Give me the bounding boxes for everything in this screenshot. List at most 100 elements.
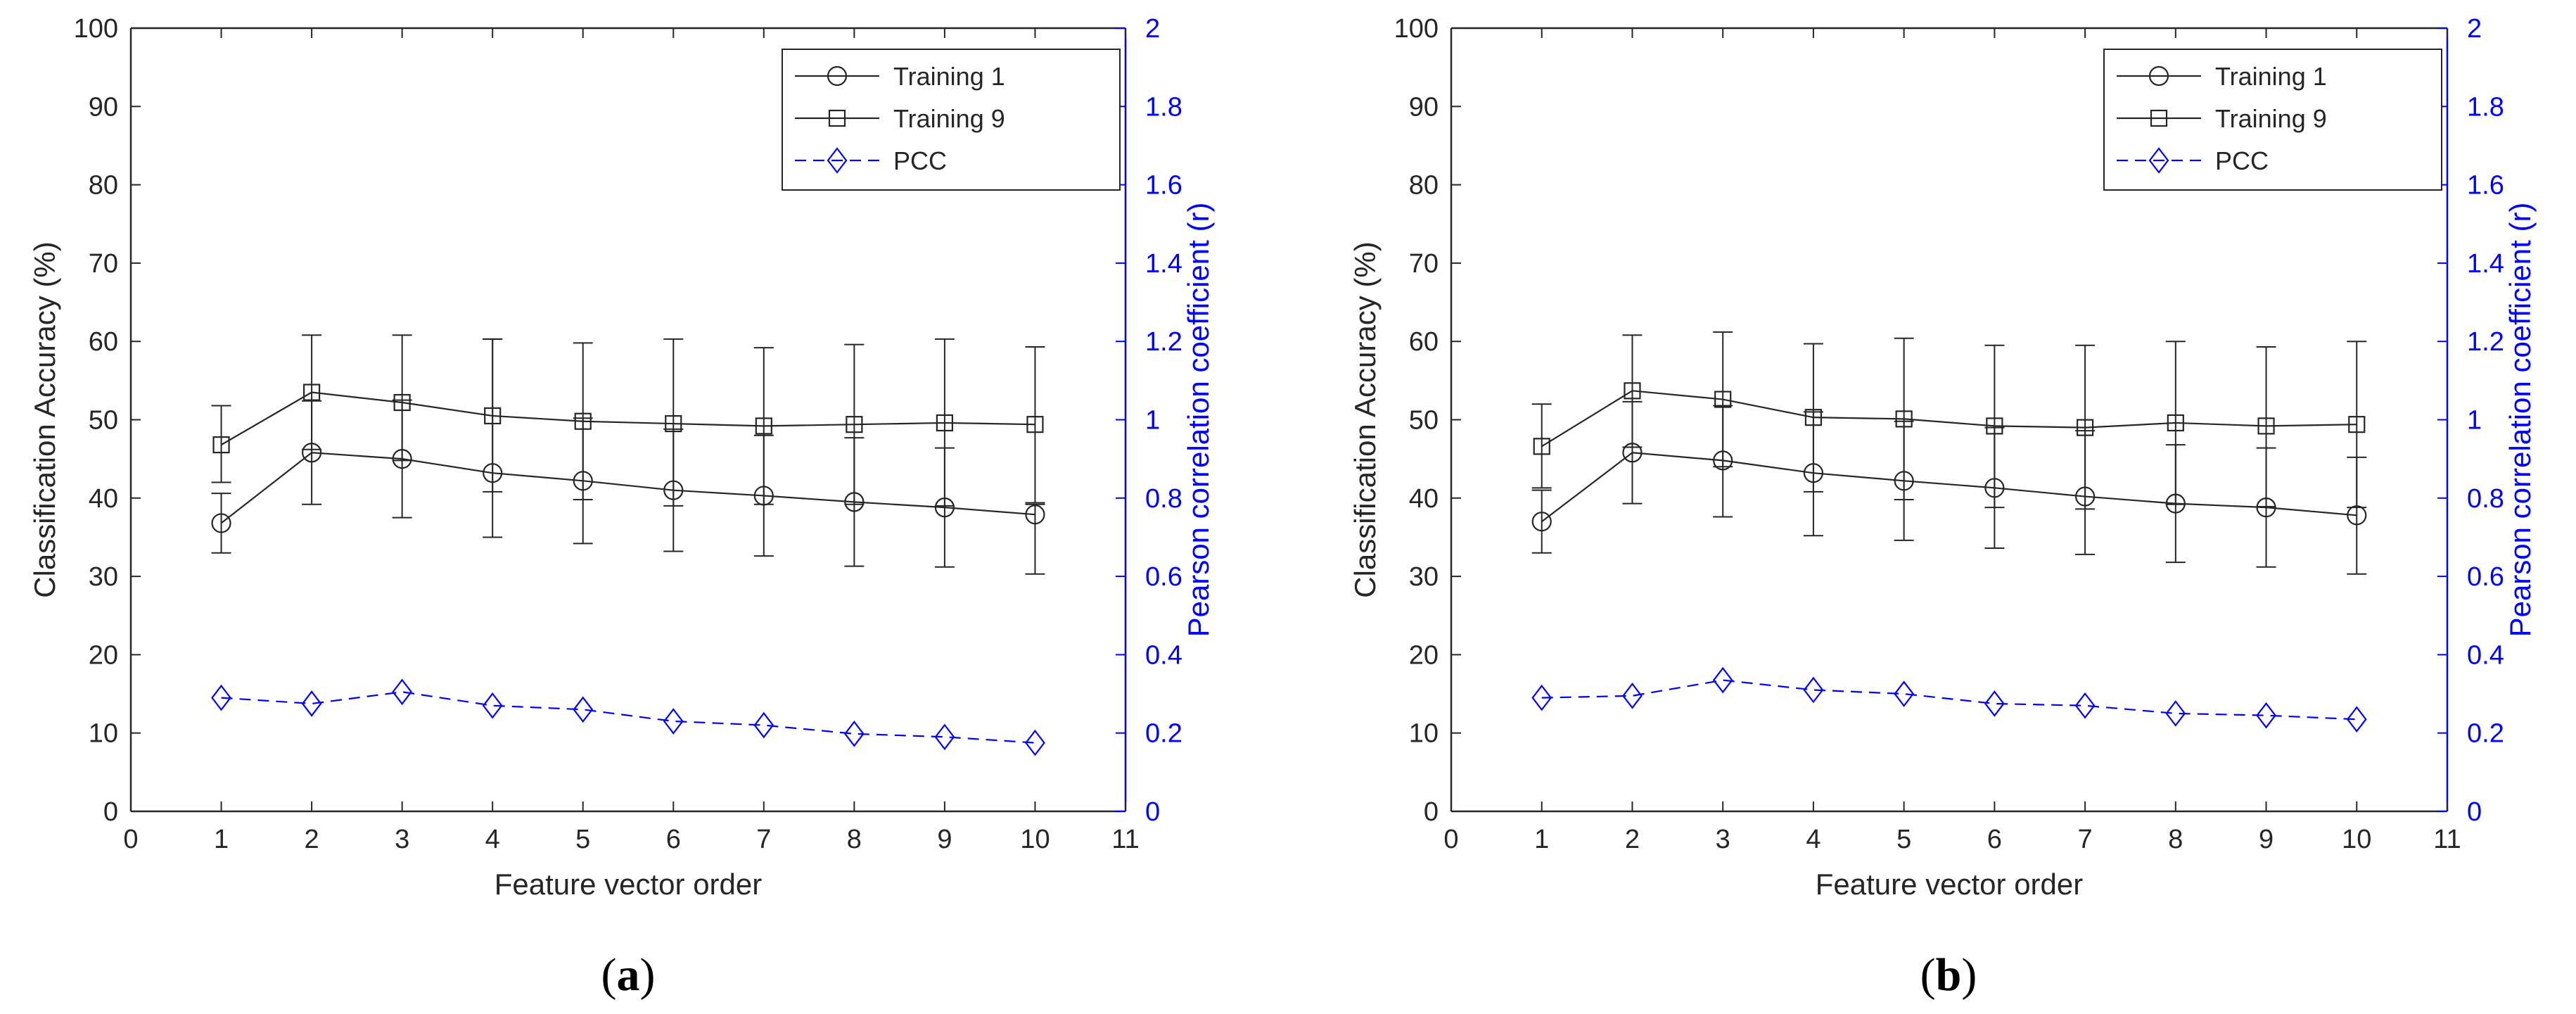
- data-point-circle: [1531, 512, 1552, 532]
- data-point-square: [1026, 416, 1044, 433]
- x-tick-label: 9: [937, 825, 952, 854]
- data-point-square: [2076, 419, 2094, 436]
- panel-label-close: ): [1961, 949, 1977, 1001]
- x-tick-label: 11: [1111, 825, 1139, 854]
- data-point-diamond: [573, 696, 594, 723]
- data-point-diamond: [2148, 147, 2169, 174]
- legend-label: Training 1: [2215, 62, 2327, 91]
- y2-tick-label: 1.4: [2467, 249, 2504, 279]
- series-training-9: [211, 334, 1045, 507]
- data-point-circle: [1025, 505, 1045, 525]
- panel-label: (b): [1920, 949, 1977, 1001]
- y-tick-label: 90: [89, 92, 118, 122]
- x-tick-label: 5: [575, 825, 590, 854]
- y2-tick-label: 1.6: [1145, 171, 1182, 201]
- series-pcc: [211, 678, 1045, 756]
- x-tick-label: 6: [1987, 825, 2002, 854]
- data-point-square: [574, 412, 592, 430]
- x-tick-label: 1: [1534, 825, 1549, 854]
- x-tick-label: 4: [485, 825, 500, 854]
- y2-tick-label: 0: [1145, 797, 1160, 827]
- data-point-square: [755, 417, 772, 435]
- data-point-square: [302, 384, 321, 401]
- y2-tick-label: 1.6: [2467, 171, 2504, 201]
- y2-tick-label: 1.2: [2467, 327, 2504, 357]
- series-training-1: [211, 338, 1045, 575]
- series-line: [220, 452, 1035, 524]
- y-tick-label: 20: [89, 640, 118, 670]
- legend: Training 1 Training 9 PCC: [2103, 49, 2442, 191]
- chart-panel-b: 0 1 2 3 4 5 6 7 8 9 10 11010203040506070809010000.2…: [1348, 14, 2537, 1001]
- x-tick-label: 5: [1896, 825, 1911, 854]
- x-tick-label: 0: [123, 825, 138, 854]
- y2-tick-label: 0.6: [2467, 562, 2504, 592]
- series-line: [221, 691, 1035, 744]
- y-tick-label: 10: [89, 719, 118, 749]
- x-tick-label: 2: [1625, 825, 1640, 854]
- data-point-diamond: [753, 711, 774, 739]
- data-point-square: [2257, 417, 2275, 435]
- legend-box: [782, 49, 1121, 191]
- series-line: [220, 391, 1035, 446]
- data-point-square: [846, 416, 863, 433]
- y-tick-label: 100: [1394, 14, 1439, 44]
- y2-tick-label: 0.4: [2467, 640, 2504, 670]
- data-point-diamond: [1894, 680, 1915, 707]
- y2-tick-label: 1.4: [1145, 249, 1182, 279]
- panel-label-open: (: [1920, 949, 1936, 1001]
- x-tick-label: 10: [2342, 825, 2371, 854]
- data-point-square: [393, 393, 411, 412]
- data-point-diamond: [1531, 684, 1552, 711]
- y-tick-label: 10: [1409, 719, 1439, 749]
- chart-panel-a: 0 1 2 3 4 5 6 7 8 9 10 11010203040506070809010000.2…: [28, 14, 1215, 1001]
- series-line: [1541, 679, 2357, 721]
- data-point-diamond: [1803, 676, 1824, 704]
- y-tick-label: 60: [89, 327, 118, 357]
- y-tick-label: 50: [89, 406, 118, 436]
- data-point-diamond: [211, 684, 231, 711]
- series-line: [1541, 452, 2357, 523]
- y-tick-label: 0: [1424, 797, 1439, 827]
- y-tick-label: 40: [89, 484, 118, 514]
- x-axis-label: Feature vector order: [495, 868, 763, 901]
- data-point-diamond: [2256, 702, 2276, 729]
- y2-tick-label: 1.8: [1145, 92, 1182, 122]
- data-point-diamond: [301, 690, 322, 717]
- y-tick-label: 20: [1409, 640, 1439, 670]
- x-tick-label: 0: [1443, 825, 1458, 854]
- legend-box: [2103, 49, 2442, 191]
- x-tick-label: 7: [2078, 825, 2093, 854]
- y-tick-label: 70: [1409, 249, 1439, 279]
- data-point-circle: [211, 513, 231, 533]
- data-point-square: [1895, 410, 1913, 428]
- y2-axis-label: Pearson correlation coefficient (r): [1182, 203, 1215, 638]
- x-tick-label: 7: [756, 825, 771, 854]
- data-point-diamond: [1622, 683, 1643, 709]
- data-point-square: [936, 414, 954, 432]
- legend-label: Training 1: [893, 62, 1005, 91]
- y-tick-label: 30: [1409, 562, 1439, 592]
- x-tick-label: 11: [2433, 825, 2461, 854]
- data-point-circle: [827, 65, 848, 87]
- x-tick-label: 9: [2259, 825, 2274, 854]
- panel-label-letter: b: [1936, 949, 1962, 1001]
- y2-axis-label: Pearson correlation coefficient (r): [2504, 203, 2537, 638]
- y-tick-label: 40: [1409, 484, 1439, 514]
- legend: Training 1 Training 9 PCC: [782, 49, 1121, 191]
- y2-tick-label: 0.6: [1145, 562, 1182, 592]
- data-point-square: [665, 414, 682, 433]
- y2-tick-label: 1.8: [2467, 92, 2504, 122]
- x-tick-label: 3: [1716, 825, 1730, 854]
- legend-label: Training 9: [2215, 104, 2327, 133]
- data-point-square: [1804, 409, 1823, 426]
- y2-tick-label: 2: [2467, 14, 2482, 44]
- data-point-square: [1624, 382, 1641, 400]
- y2-tick-label: 1.2: [1145, 327, 1182, 357]
- data-point-diamond: [2346, 706, 2367, 733]
- y-tick-label: 0: [103, 797, 118, 827]
- series-line: [1541, 390, 2357, 448]
- data-point-square: [1714, 391, 1732, 408]
- data-point-diamond: [482, 692, 503, 719]
- y2-tick-label: 0.4: [1145, 640, 1182, 670]
